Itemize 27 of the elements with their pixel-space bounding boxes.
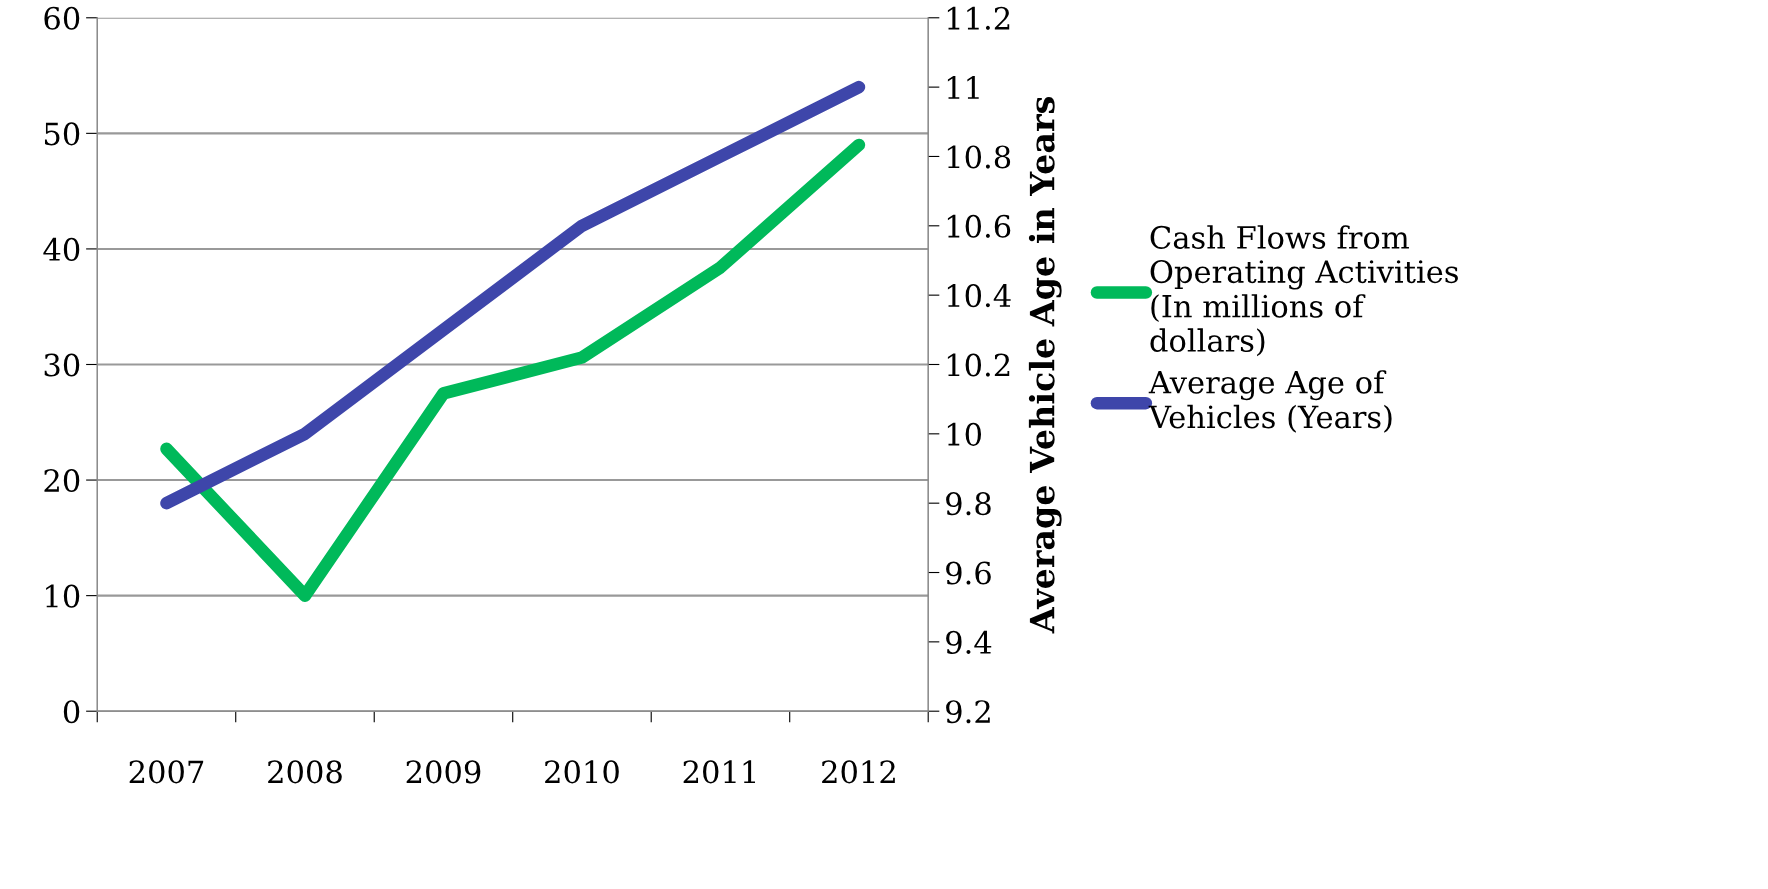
y2-tick-label: 9.6 xyxy=(946,561,991,585)
y2-axis-title: Average Vehicle Age in Years xyxy=(1028,97,1062,634)
y-tick-label: 50 xyxy=(44,122,80,146)
y2-tick-label: 10.8 xyxy=(947,145,1011,169)
legend-label: Average Age of Vehicles (Years) xyxy=(1148,370,1392,433)
y2-tick-label: 10.2 xyxy=(947,353,1010,377)
y-tick-label: 40 xyxy=(43,237,80,261)
legend-label: Cash Flows from Operating Activities (In millions of dollars) xyxy=(1150,225,1458,357)
y2-tick-label: 9.2 xyxy=(946,700,990,724)
x-tick-label: 2008 xyxy=(268,760,342,784)
y2-tick-label: 10 xyxy=(947,422,982,446)
y2-tick-label: 11.2 xyxy=(947,6,1010,30)
y2-tick-label: 10.4 xyxy=(947,284,1011,308)
y-tick-label: 30 xyxy=(44,353,80,377)
y2-tick-label: 10.6 xyxy=(947,214,1011,238)
y2-tick-label: 9.4 xyxy=(946,630,992,654)
x-tick-label: 2012 xyxy=(822,760,895,784)
y-tick-label: 60 xyxy=(44,6,80,30)
y-tick-label: 0 xyxy=(63,700,80,724)
y-tick-label: 20 xyxy=(44,468,80,493)
x-tick-label: 2009 xyxy=(406,760,481,784)
y-tick-label: 10 xyxy=(46,584,80,608)
x-tick-label: 2011 xyxy=(683,760,755,784)
x-tick-label: 2007 xyxy=(129,760,204,784)
x-tick-label: 2010 xyxy=(545,760,619,784)
y2-tick-label: 9.8 xyxy=(946,492,991,516)
y2-tick-label: 11 xyxy=(947,76,979,99)
